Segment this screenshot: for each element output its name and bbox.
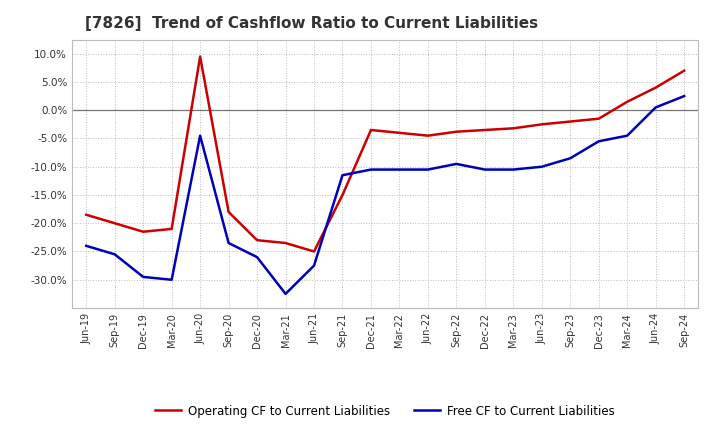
Operating CF to Current Liabilities — [282, 240, 290, 246]
Operating CF to Current Liabilities — [167, 226, 176, 231]
Operating CF to Current Liabilities — [310, 249, 318, 254]
Free CF to Current Liabilities — [509, 167, 518, 172]
Operating CF to Current Liabilities — [395, 130, 404, 136]
Free CF to Current Liabilities — [652, 105, 660, 110]
Line: Operating CF to Current Liabilities: Operating CF to Current Liabilities — [86, 57, 684, 252]
Operating CF to Current Liabilities — [652, 85, 660, 90]
Free CF to Current Liabilities — [167, 277, 176, 282]
Free CF to Current Liabilities — [395, 167, 404, 172]
Legend: Operating CF to Current Liabilities, Free CF to Current Liabilities: Operating CF to Current Liabilities, Fre… — [150, 400, 620, 422]
Operating CF to Current Liabilities — [537, 122, 546, 127]
Operating CF to Current Liabilities — [595, 116, 603, 121]
Operating CF to Current Liabilities — [566, 119, 575, 124]
Operating CF to Current Liabilities — [196, 54, 204, 59]
Operating CF to Current Liabilities — [480, 127, 489, 132]
Free CF to Current Liabilities — [537, 164, 546, 169]
Free CF to Current Liabilities — [196, 133, 204, 138]
Free CF to Current Liabilities — [310, 263, 318, 268]
Line: Free CF to Current Liabilities: Free CF to Current Liabilities — [86, 96, 684, 294]
Operating CF to Current Liabilities — [680, 68, 688, 73]
Operating CF to Current Liabilities — [423, 133, 432, 138]
Free CF to Current Liabilities — [282, 291, 290, 297]
Free CF to Current Liabilities — [225, 240, 233, 246]
Text: [7826]  Trend of Cashflow Ratio to Current Liabilities: [7826] Trend of Cashflow Ratio to Curren… — [84, 16, 538, 32]
Operating CF to Current Liabilities — [110, 220, 119, 226]
Free CF to Current Liabilities — [423, 167, 432, 172]
Free CF to Current Liabilities — [452, 161, 461, 167]
Operating CF to Current Liabilities — [452, 129, 461, 134]
Free CF to Current Liabilities — [139, 274, 148, 279]
Free CF to Current Liabilities — [82, 243, 91, 249]
Operating CF to Current Liabilities — [253, 238, 261, 243]
Free CF to Current Liabilities — [566, 156, 575, 161]
Free CF to Current Liabilities — [253, 254, 261, 260]
Free CF to Current Liabilities — [680, 93, 688, 99]
Free CF to Current Liabilities — [110, 252, 119, 257]
Operating CF to Current Liabilities — [623, 99, 631, 104]
Operating CF to Current Liabilities — [82, 212, 91, 217]
Free CF to Current Liabilities — [366, 167, 375, 172]
Operating CF to Current Liabilities — [139, 229, 148, 235]
Operating CF to Current Liabilities — [338, 192, 347, 198]
Operating CF to Current Liabilities — [366, 127, 375, 132]
Free CF to Current Liabilities — [623, 133, 631, 138]
Free CF to Current Liabilities — [480, 167, 489, 172]
Free CF to Current Liabilities — [338, 172, 347, 178]
Operating CF to Current Liabilities — [225, 209, 233, 215]
Operating CF to Current Liabilities — [509, 126, 518, 131]
Free CF to Current Liabilities — [595, 139, 603, 144]
